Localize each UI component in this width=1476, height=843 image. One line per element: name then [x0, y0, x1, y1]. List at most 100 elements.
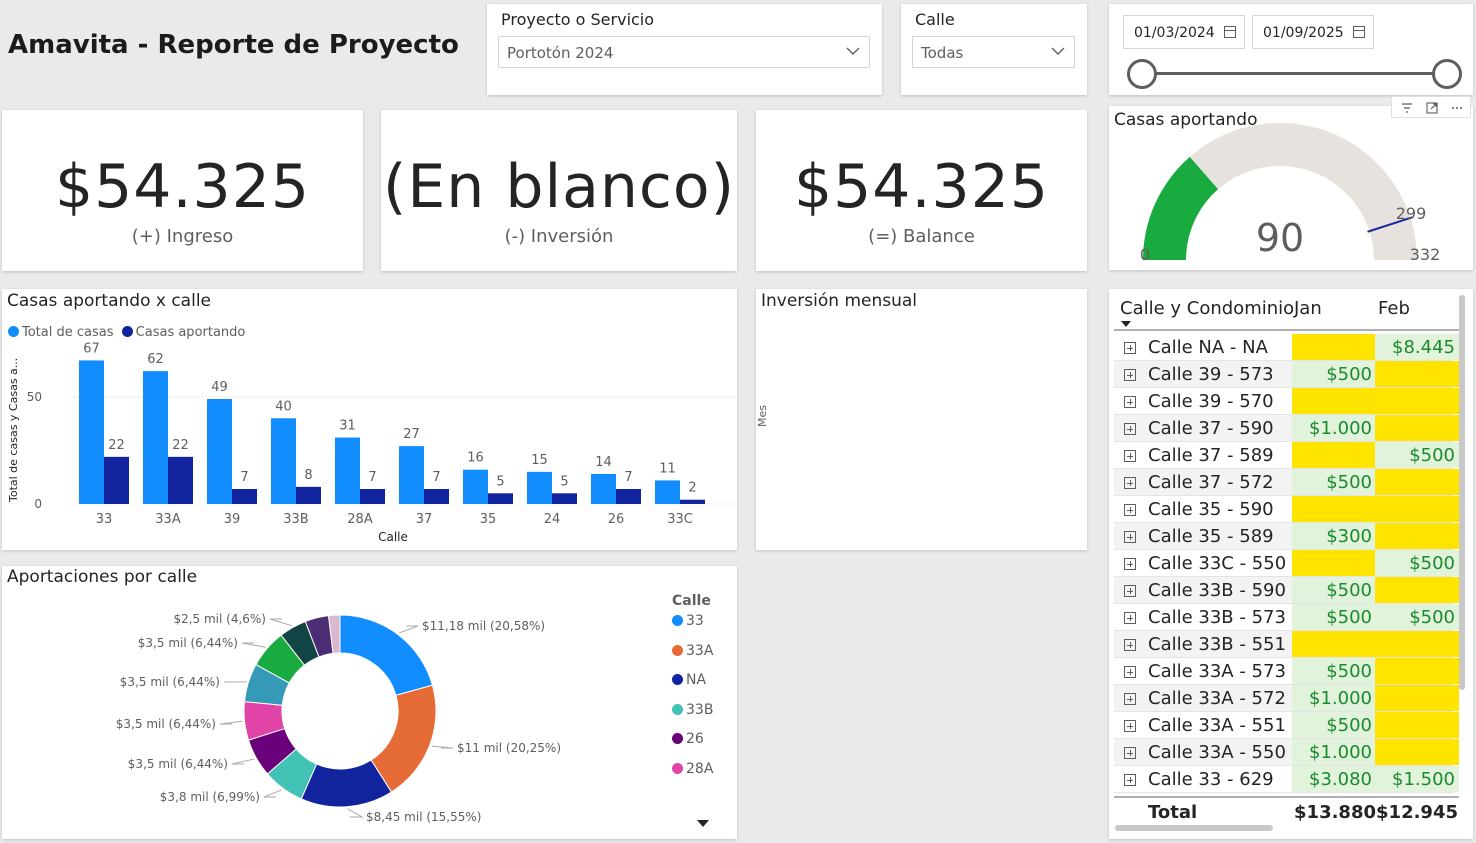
- gauge-target-line: [1367, 216, 1413, 233]
- data-label: 8: [304, 468, 312, 483]
- expand-icon[interactable]: [1124, 693, 1136, 705]
- expand-icon[interactable]: [1124, 477, 1136, 489]
- expand-icon[interactable]: [1124, 369, 1136, 381]
- matrix-header-jan[interactable]: Jan: [1294, 298, 1322, 319]
- donut-legend-item[interactable]: 33: [672, 613, 713, 643]
- start-date-input[interactable]: 01/03/2024: [1123, 15, 1245, 49]
- matrix-vertical-scrollbar[interactable]: [1459, 295, 1465, 690]
- filter-icon[interactable]: [1400, 101, 1414, 115]
- matrix-cell-feb: [1375, 523, 1459, 549]
- legend-scroll-down-icon[interactable]: [696, 819, 710, 829]
- bar[interactable]: [399, 446, 424, 504]
- expand-icon[interactable]: [1124, 774, 1136, 786]
- expand-icon[interactable]: [1124, 666, 1136, 678]
- donut-slice[interactable]: [327, 614, 341, 654]
- bar[interactable]: [680, 499, 705, 504]
- bar[interactable]: [655, 480, 680, 504]
- date-slider-start-handle[interactable]: [1127, 59, 1157, 89]
- expand-icon[interactable]: [1124, 558, 1136, 570]
- focus-mode-icon[interactable]: [1425, 101, 1439, 115]
- donut-legend-item[interactable]: 28A: [672, 761, 713, 791]
- legend-item-total-casas[interactable]: Total de casas: [8, 325, 114, 340]
- matrix-row[interactable]: Calle 37 - 590 $1.000: [1114, 415, 1459, 442]
- matrix-row[interactable]: Calle 33A - 551 $500: [1114, 712, 1459, 739]
- matrix-row[interactable]: Calle NA - NA $8.445: [1114, 334, 1459, 361]
- expand-icon[interactable]: [1124, 720, 1136, 732]
- x-axis-label: Calle: [378, 530, 408, 544]
- matrix-row[interactable]: Calle 33A - 572 $1.000: [1114, 685, 1459, 712]
- bar[interactable]: [79, 360, 104, 504]
- bar[interactable]: [207, 399, 232, 504]
- bar[interactable]: [616, 489, 641, 504]
- donut-legend-item[interactable]: 26: [672, 731, 713, 761]
- matrix-row[interactable]: Calle 33B - 590 $500: [1114, 577, 1459, 604]
- matrix-row[interactable]: Calle 33A - 573 $500: [1114, 658, 1459, 685]
- end-date-input[interactable]: 01/09/2025: [1252, 15, 1374, 49]
- slice-label: $2,5 mil (4,6%): [173, 612, 266, 626]
- matrix-cell-jan: $1.000: [1292, 685, 1376, 711]
- expand-icon[interactable]: [1124, 531, 1136, 543]
- proyecto-slicer: Proyecto o Servicio Portotón 2024: [487, 4, 882, 95]
- donut-slice[interactable]: [339, 614, 434, 697]
- matrix-horizontal-scrollbar[interactable]: [1115, 825, 1273, 831]
- matrix-row[interactable]: Calle 33C - 550 $500: [1114, 550, 1459, 577]
- bar[interactable]: [488, 493, 513, 504]
- slice-label: $11 mil (20,25%): [457, 741, 561, 755]
- kpi-ingreso-value: $54.325: [54, 152, 311, 222]
- matrix-row[interactable]: Calle 37 - 589 $500: [1114, 442, 1459, 469]
- expand-icon[interactable]: [1124, 585, 1136, 597]
- matrix-row[interactable]: Calle 33A - 550 $1.000: [1114, 739, 1459, 766]
- bar[interactable]: [463, 469, 488, 504]
- expand-icon[interactable]: [1124, 612, 1136, 624]
- donut-legend-item[interactable]: 33B: [672, 702, 713, 732]
- bar[interactable]: [552, 493, 577, 504]
- kpi-inversion-card: (En blanco) (-) Inversión: [381, 110, 737, 271]
- matrix-row[interactable]: Calle 39 - 573 $500: [1114, 361, 1459, 388]
- expand-icon[interactable]: [1124, 639, 1136, 651]
- bar[interactable]: [143, 371, 168, 504]
- matrix-row-label: Calle 33A - 551: [1148, 715, 1286, 736]
- bar[interactable]: [335, 437, 360, 504]
- matrix-cell-feb: $8.445: [1375, 334, 1459, 360]
- matrix-header-calle[interactable]: Calle y Condominio: [1120, 298, 1295, 319]
- matrix-row[interactable]: Calle 35 - 590: [1114, 496, 1459, 523]
- bar[interactable]: [232, 489, 257, 504]
- bar[interactable]: [527, 471, 552, 504]
- matrix-row[interactable]: Calle 37 - 572 $500: [1114, 469, 1459, 496]
- sort-descending-icon[interactable]: [1120, 320, 1132, 328]
- more-options-icon[interactable]: [1450, 101, 1464, 115]
- legend-item-casas-aportando[interactable]: Casas aportando: [121, 325, 245, 340]
- donut-legend-item[interactable]: NA: [672, 672, 713, 702]
- matrix-row-label: Calle 35 - 590: [1148, 499, 1274, 520]
- calle-dropdown[interactable]: Todas: [912, 36, 1075, 68]
- slice-label: $3,5 mil (6,44%): [120, 675, 220, 689]
- date-slider-end-handle[interactable]: [1432, 59, 1462, 89]
- bar[interactable]: [424, 489, 449, 504]
- bar[interactable]: [591, 474, 616, 504]
- proyecto-slicer-label: Proyecto o Servicio: [501, 10, 655, 29]
- bar[interactable]: [271, 418, 296, 504]
- matrix-row[interactable]: Calle 33 - 629 $3.080 $1.500: [1114, 766, 1459, 793]
- expand-icon[interactable]: [1124, 423, 1136, 435]
- expand-icon[interactable]: [1124, 504, 1136, 516]
- proyecto-dropdown[interactable]: Portotón 2024: [498, 36, 870, 68]
- matrix-row[interactable]: Calle 33B - 573 $500 $500: [1114, 604, 1459, 631]
- donut-legend-item[interactable]: 33A: [672, 643, 713, 673]
- visual-header-toolbar: [1391, 96, 1471, 118]
- bar[interactable]: [168, 456, 193, 504]
- date-slider-track[interactable]: [1141, 72, 1447, 75]
- expand-icon[interactable]: [1124, 342, 1136, 354]
- matrix-row[interactable]: Calle 35 - 589 $300: [1114, 523, 1459, 550]
- matrix-cell-feb: [1375, 577, 1459, 603]
- matrix-row[interactable]: Calle 33B - 551: [1114, 631, 1459, 658]
- expand-icon[interactable]: [1124, 747, 1136, 759]
- expand-icon[interactable]: [1124, 450, 1136, 462]
- expand-icon[interactable]: [1124, 396, 1136, 408]
- bar[interactable]: [360, 489, 385, 504]
- matrix-header-feb[interactable]: Feb: [1378, 298, 1410, 319]
- bar[interactable]: [296, 486, 321, 504]
- bar[interactable]: [104, 456, 129, 504]
- matrix-row[interactable]: Calle 39 - 570: [1114, 388, 1459, 415]
- data-label: 27: [403, 427, 420, 442]
- slice-label: $3,5 mil (6,44%): [116, 717, 216, 731]
